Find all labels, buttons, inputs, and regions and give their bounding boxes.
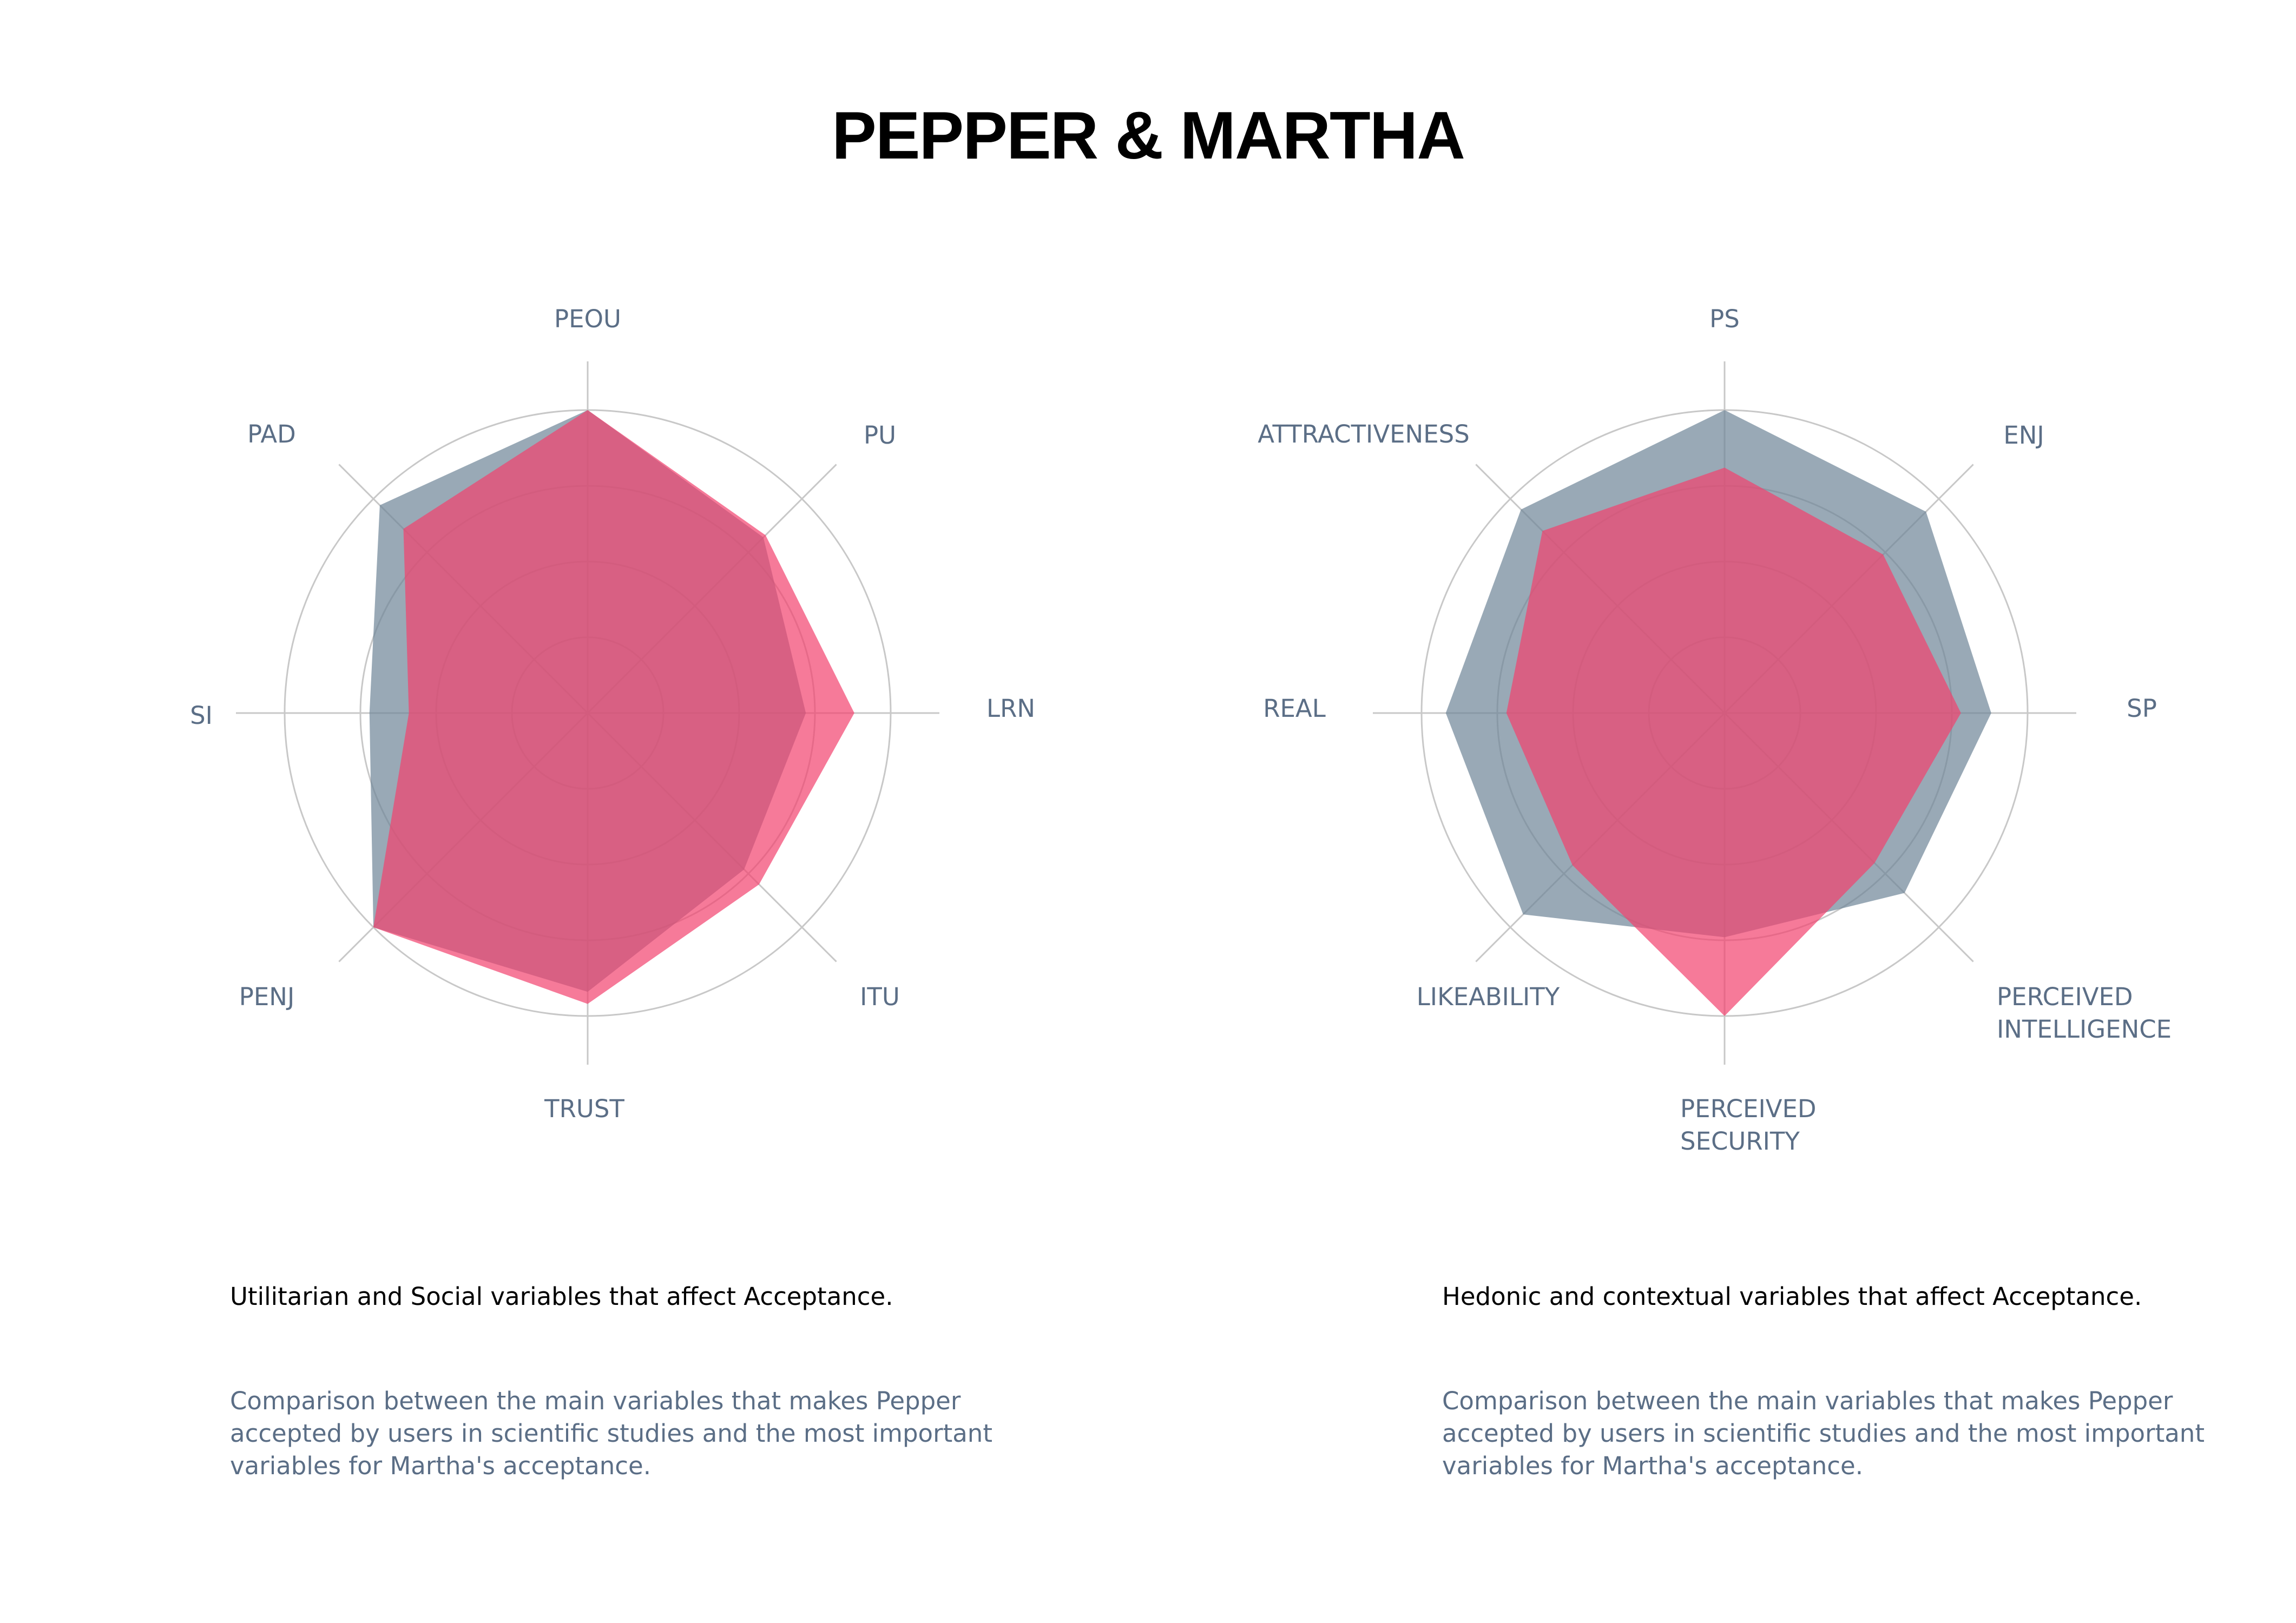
axis-label: TRUST [544,1094,624,1123]
axis-label: PU [864,421,896,450]
axis-label: ENJ [2003,421,2044,450]
caption-description-line: accepted by users in scientific studies … [230,1419,992,1448]
caption-title-right: Hedonic and contextual variables that af… [1442,1282,2142,1311]
caption-description-line: Comparison between the main variables th… [1442,1387,2173,1415]
axis-label: PEOU [554,305,621,333]
axis-label: ATTRACTIVENESS [1258,420,1470,448]
caption-description-line: variables for Martha's acceptance. [1442,1452,1864,1480]
axis-label: REAL [1263,694,1326,723]
axis-label: PAD [247,420,296,448]
axis-label: SI [190,701,213,730]
caption-description-line: accepted by users in scientific studies … [1442,1419,2205,1448]
axis-label: PS [1709,305,1740,333]
axis-label: SP [2127,694,2157,723]
axis-label: PERCEIVED SECURITY [1680,1094,1817,1156]
caption-title-left: Utilitarian and Social variables that af… [230,1282,893,1311]
caption-description-right: Comparison between the main variables th… [1442,1385,2205,1482]
caption-description-line: Comparison between the main variables th… [230,1387,961,1415]
caption-description-left: Comparison between the main variables th… [230,1385,992,1482]
axis-label: ITU [860,982,900,1011]
axis-label: LIKEABILITY [1417,982,1560,1011]
caption-description-line: variables for Martha's acceptance. [230,1452,652,1480]
axis-label: PENJ [239,982,295,1011]
axis-label: PERCEIVED INTELLIGENCE [1997,982,2172,1044]
page-title: PEPPER & MARTHA [832,98,1465,173]
series-area-martha [373,410,854,1004]
series-area-martha [1506,467,1961,1016]
axis-label: LRN [986,694,1035,723]
